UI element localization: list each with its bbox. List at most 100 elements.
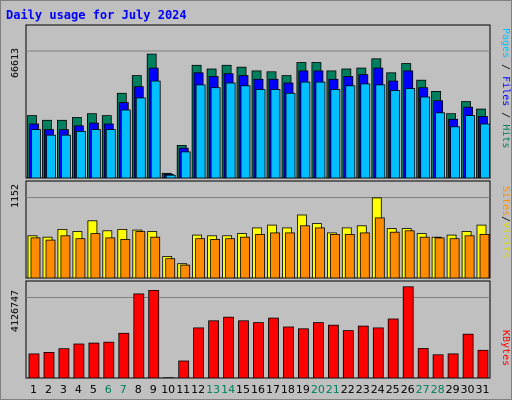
day-label-12: 12	[191, 383, 205, 396]
day-label-3: 3	[60, 383, 67, 396]
bar-kbytes-day-25	[387, 318, 399, 379]
bar-kbytes-day-8	[133, 293, 145, 379]
hits-files-pages-legend: Pages / Files / Hits	[500, 28, 511, 148]
bar-sites-day-15	[240, 236, 250, 279]
bar-pages-day-23	[360, 83, 371, 179]
bar-sites-day-17	[270, 232, 280, 279]
bar-pages-day-13	[210, 87, 221, 179]
bar-sites-day-31	[479, 233, 490, 279]
day-label-6: 6	[105, 383, 112, 396]
bar-pages-day-4	[76, 130, 86, 179]
bar-sites-day-13	[210, 238, 221, 279]
visits-sites-legend: Sites/Visits	[500, 186, 511, 258]
bar-sites-day-26	[404, 230, 415, 279]
legend-slash-2: /	[500, 106, 511, 124]
bar-sites-day-6	[105, 237, 116, 279]
hits-y-max-label: 66613	[10, 48, 21, 78]
visits-sites-panel	[25, 180, 491, 279]
bar-pages-day-7	[120, 109, 131, 179]
bar-kbytes-day-6	[103, 341, 115, 379]
bar-sites-day-11	[180, 264, 191, 279]
bar-sites-day-1	[30, 237, 41, 279]
bar-pages-day-11	[180, 151, 191, 179]
bar-pages-day-20	[315, 81, 326, 179]
bar-kbytes-day-23	[357, 325, 369, 379]
bar-pages-day-26	[405, 88, 416, 179]
bar-pages-day-10	[165, 174, 176, 179]
day-label-20: 20	[311, 383, 325, 396]
bar-kbytes-day-14	[223, 316, 235, 379]
day-label-24: 24	[371, 383, 385, 396]
legend-slash-3: /	[500, 216, 511, 222]
bar-pages-day-9	[150, 80, 161, 179]
bar-sites-day-29	[449, 238, 460, 279]
bar-pages-day-19	[300, 81, 311, 179]
bar-pages-day-2	[46, 134, 56, 179]
day-label-9: 9	[150, 383, 157, 396]
bar-pages-day-3	[61, 134, 71, 179]
day-label-10: 10	[161, 383, 175, 396]
bar-sites-day-22	[344, 233, 355, 279]
bar-pages-day-28	[435, 112, 446, 179]
day-label-4: 4	[75, 383, 82, 396]
day-label-17: 17	[266, 383, 280, 396]
bar-kbytes-day-15	[238, 320, 249, 379]
day-label-26: 26	[401, 383, 415, 396]
bar-kbytes-day-22	[342, 330, 354, 379]
bar-kbytes-day-27	[417, 348, 429, 379]
bar-kbytes-day-5	[88, 342, 100, 379]
bar-sites-day-9	[150, 236, 161, 279]
bar-sites-day-25	[389, 231, 400, 279]
bar-sites-day-20	[314, 227, 325, 279]
day-label-25: 25	[386, 383, 400, 396]
bar-sites-day-7	[120, 238, 131, 279]
day-label-29: 29	[446, 383, 460, 396]
bar-kbytes-day-24	[372, 327, 384, 379]
day-label-22: 22	[341, 383, 355, 396]
bar-kbytes-day-21	[327, 324, 339, 379]
bar-sites-day-27	[419, 236, 430, 279]
day-label-23: 23	[356, 383, 370, 396]
bar-kbytes-day-3	[58, 348, 70, 379]
bar-sites-day-3	[60, 235, 71, 279]
bar-kbytes-day-26	[402, 286, 414, 379]
bar-pages-day-14	[225, 82, 236, 179]
day-label-18: 18	[281, 383, 295, 396]
bar-pages-day-12	[195, 84, 206, 179]
day-label-16: 16	[251, 383, 265, 396]
bar-pages-day-27	[420, 96, 431, 179]
day-label-15: 15	[236, 383, 250, 396]
bar-sites-day-18	[285, 232, 295, 279]
day-label-27: 27	[416, 383, 430, 396]
chart-title: Daily usage for July 2024	[6, 8, 187, 22]
bar-sites-day-30	[464, 235, 475, 279]
bar-sites-day-24	[374, 217, 385, 279]
bar-kbytes-day-30	[462, 333, 474, 379]
bar-kbytes-day-19	[297, 328, 309, 379]
day-label-1: 1	[30, 383, 37, 396]
bar-pages-day-18	[285, 92, 296, 179]
day-label-31: 31	[476, 383, 490, 396]
day-label-7: 7	[120, 383, 127, 396]
bar-kbytes-day-11	[178, 360, 190, 379]
bar-pages-day-5	[91, 129, 101, 179]
bar-kbytes-day-7	[118, 332, 130, 379]
bar-pages-day-22	[345, 85, 356, 179]
kbytes-y-max-label: 4126747	[10, 290, 21, 332]
bar-kbytes-day-2	[43, 351, 55, 379]
bar-sites-day-21	[329, 233, 340, 279]
bar-sites-day-19	[299, 225, 310, 279]
hits-files-pages-panel	[25, 24, 491, 179]
bar-kbytes-day-4	[73, 343, 85, 379]
bar-pages-day-8	[135, 97, 146, 179]
bar-pages-day-17	[270, 89, 281, 179]
bar-kbytes-day-29	[447, 353, 459, 379]
bar-kbytes-day-9	[148, 289, 160, 379]
bar-pages-day-30	[465, 115, 476, 179]
day-label-19: 19	[296, 383, 310, 396]
bar-pages-day-31	[480, 123, 490, 179]
day-label-8: 8	[135, 383, 142, 396]
bar-sites-day-16	[255, 233, 265, 279]
legend-pages: Pages	[500, 28, 511, 58]
bar-pages-day-1	[31, 129, 41, 179]
